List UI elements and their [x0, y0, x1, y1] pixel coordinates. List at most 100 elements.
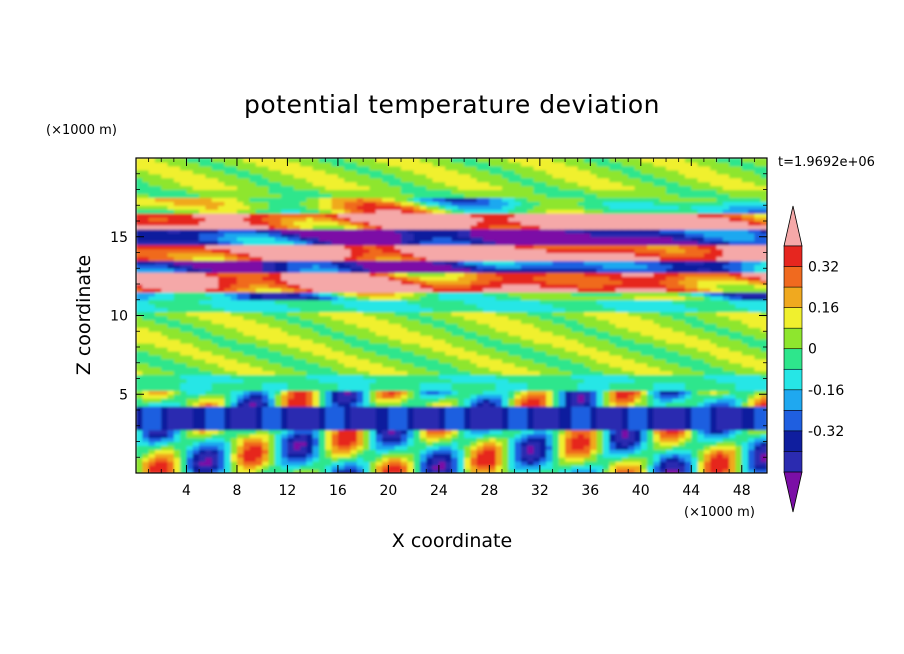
heatmap-cell	[268, 398, 276, 403]
heatmap-cell	[369, 358, 377, 364]
heatmap-cell	[337, 398, 345, 403]
heatmap-cell	[142, 350, 150, 356]
heatmap-cell	[161, 209, 169, 214]
heatmap-cell	[167, 228, 175, 234]
heatmap-cell	[268, 382, 276, 387]
heatmap-cell	[287, 398, 295, 403]
heatmap-cell	[255, 272, 263, 277]
heatmap-cell	[476, 350, 484, 356]
heatmap-cell	[508, 382, 516, 387]
heatmap-cell	[375, 315, 383, 321]
heatmap-cell	[426, 252, 434, 258]
heatmap-cell	[211, 236, 219, 242]
heatmap-cell	[287, 315, 295, 321]
heatmap-cell	[419, 272, 427, 277]
heatmap-cell	[218, 224, 225, 230]
heatmap-cell	[356, 165, 364, 171]
heatmap-cell	[394, 209, 402, 214]
heatmap-cell	[306, 228, 314, 234]
heatmap-cell	[356, 268, 364, 273]
heatmap-cell	[388, 386, 396, 391]
heatmap-cell	[255, 469, 263, 473]
heatmap-cell	[520, 161, 528, 167]
heatmap-cell	[451, 457, 459, 462]
heatmap-cell	[489, 390, 497, 395]
heatmap-cell	[413, 228, 421, 234]
heatmap-cell	[394, 469, 402, 473]
heatmap-cell	[224, 398, 232, 403]
heatmap-cell	[306, 165, 314, 171]
heatmap-cell	[287, 252, 295, 258]
heatmap-cell	[501, 291, 509, 297]
heatmap-cell	[180, 197, 188, 202]
heatmap-cell	[394, 327, 402, 332]
heatmap-cell	[218, 339, 225, 344]
heatmap-cell	[432, 469, 440, 473]
heatmap-cell	[520, 331, 528, 336]
heatmap-cell	[394, 315, 402, 321]
heatmap-cell	[457, 268, 465, 273]
heatmap-cell	[142, 343, 150, 348]
heatmap-cell	[325, 228, 333, 234]
heatmap-cell	[470, 315, 478, 321]
heatmap-cell	[394, 453, 402, 458]
heatmap-cell	[161, 280, 169, 285]
heatmap-cell	[243, 224, 251, 230]
heatmap-cell	[413, 457, 421, 462]
heatmap-cell	[186, 421, 194, 427]
heatmap-cell	[350, 417, 358, 423]
heatmap-cell	[161, 421, 169, 427]
heatmap-cell	[142, 327, 150, 332]
heatmap-cell	[476, 205, 484, 210]
heatmap-cell	[451, 169, 459, 175]
heatmap-cell	[514, 311, 522, 317]
heatmap-cell	[249, 323, 257, 328]
heatmap-cell	[363, 343, 371, 348]
heatmap-cell	[142, 402, 150, 407]
heatmap-cell	[394, 284, 402, 289]
heatmap-cell	[274, 303, 282, 309]
heatmap-cell	[199, 280, 207, 285]
heatmap-cell	[281, 347, 289, 352]
heatmap-cell	[369, 252, 377, 258]
heatmap-cell	[211, 169, 219, 175]
heatmap-cell	[394, 339, 402, 344]
heatmap-cell	[527, 469, 535, 473]
heatmap-cell	[344, 284, 352, 289]
heatmap-cell	[230, 181, 238, 187]
heatmap-cell	[249, 311, 257, 317]
heatmap-cell	[457, 319, 465, 324]
heatmap-cell	[318, 449, 326, 454]
heatmap-cell	[451, 453, 459, 458]
heatmap-cell	[464, 406, 472, 411]
heatmap-cell	[419, 221, 427, 226]
heatmap-cell	[508, 284, 516, 289]
heatmap-cell	[167, 252, 175, 258]
heatmap-cell	[192, 169, 200, 175]
heatmap-cell	[325, 295, 333, 301]
heatmap-cell	[167, 354, 175, 360]
heatmap-cell	[363, 280, 371, 285]
heatmap-cell	[218, 181, 225, 187]
heatmap-cell	[489, 323, 497, 328]
heatmap-cell	[142, 217, 150, 222]
heatmap-cell	[148, 264, 156, 269]
heatmap-cell	[344, 240, 352, 246]
heatmap-cell	[344, 311, 352, 317]
heatmap-cell	[211, 453, 219, 458]
heatmap-cell	[167, 165, 175, 171]
heatmap-cell	[318, 323, 326, 328]
heatmap-cell	[514, 331, 522, 336]
heatmap-cell	[394, 398, 402, 403]
heatmap-cell	[262, 217, 270, 222]
heatmap-cell	[306, 406, 314, 411]
heatmap-cell	[192, 232, 200, 238]
heatmap-cell	[464, 402, 472, 407]
heatmap-cell	[180, 453, 188, 458]
heatmap-cell	[451, 299, 459, 305]
heatmap-cell	[136, 264, 143, 269]
heatmap-cell	[136, 323, 143, 328]
heatmap-cell	[337, 374, 345, 380]
heatmap-cell	[419, 209, 427, 214]
heatmap-cell	[281, 240, 289, 246]
